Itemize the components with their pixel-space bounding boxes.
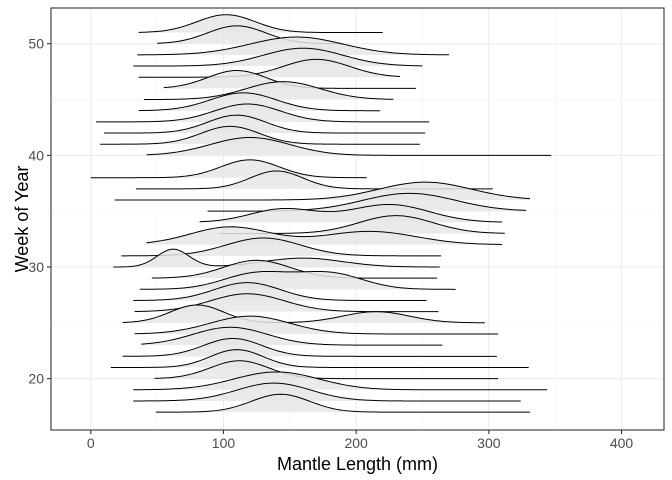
- ridge-fill-week-27: [133, 282, 427, 301]
- ridge-fill-week-21: [110, 349, 529, 368]
- ridge-line-week-30: [113, 248, 440, 268]
- x-tick-label: 200: [344, 435, 368, 451]
- ridge-fill-week-17: [155, 394, 530, 413]
- ridge-line-week-35: [207, 192, 527, 212]
- ridge-line-week-36: [114, 181, 531, 201]
- ridge-line-week-38: [90, 159, 367, 179]
- ridge-fill-week-50: [157, 25, 343, 44]
- ridge-fill-week-19: [133, 371, 548, 390]
- ridge-fill-week-38: [90, 159, 367, 178]
- ridge-fill-week-37: [135, 170, 493, 189]
- ridge-line-week-41: [100, 125, 420, 145]
- ridge-line-week-47: [138, 58, 400, 78]
- ridge-fill-week-42: [104, 115, 426, 134]
- x-tick-label: 400: [610, 435, 634, 451]
- ridge-fill-week-33: [219, 215, 505, 234]
- ridge-fill-week-30: [113, 249, 440, 268]
- ridge-fill-week-25: [122, 304, 485, 323]
- ridge-line-week-24: [134, 315, 499, 335]
- ridge-line-week-40: [146, 136, 552, 156]
- ridge-fill-week-34: [199, 204, 503, 223]
- y-tick-label: 20: [28, 371, 44, 387]
- ridge-line-week-29: [151, 259, 438, 279]
- ridge-fill-week-43: [96, 104, 430, 122]
- x-tick-label: 0: [87, 435, 95, 451]
- ridge-line-week-43: [96, 103, 430, 123]
- y-tick-label: 30: [28, 259, 44, 275]
- ridge-line-week-21: [110, 349, 529, 368]
- ridge-fill-week-51: [138, 14, 383, 33]
- ridge-line-week-27: [133, 282, 427, 301]
- ridge-line-week-18: [133, 382, 521, 402]
- ridge-line-week-44: [138, 92, 381, 112]
- ridge-line-week-45: [143, 81, 394, 101]
- ridges: [90, 14, 552, 413]
- ridge-line-week-17: [155, 393, 530, 413]
- ridge-line-week-51: [138, 14, 383, 34]
- ridge-line-week-42: [104, 114, 426, 134]
- ridge-line-week-49: [137, 36, 450, 56]
- ridge-fill-week-47: [138, 59, 400, 78]
- ridge-line-week-34: [199, 203, 503, 223]
- ridge-line-week-25: [122, 304, 485, 324]
- x-axis-title: Mantle Length (mm): [277, 454, 438, 474]
- ridge-fill-week-48: [133, 48, 423, 67]
- panel-border: [50, 7, 665, 431]
- ridge-fill-week-35: [207, 193, 527, 212]
- ridge-fill-week-22: [122, 338, 497, 357]
- ridge-line-week-32: [146, 226, 503, 245]
- y-tick-label: 40: [28, 147, 44, 163]
- ridge-fill-week-28: [139, 271, 456, 290]
- ridge-fill-week-20: [154, 360, 499, 379]
- ridge-line-week-28: [139, 270, 456, 290]
- x-tick-label: 100: [212, 435, 236, 451]
- ridge-fill-week-40: [146, 137, 552, 156]
- ridge-line-week-19: [133, 371, 548, 391]
- ridge-fill-week-45: [143, 81, 394, 100]
- ridge-fill-week-46: [163, 70, 416, 89]
- x-tick-label: 300: [477, 435, 501, 451]
- ridge-fill-week-18: [133, 383, 521, 401]
- y-tick-label: 50: [28, 36, 44, 52]
- axis-ticks: 0 100 200 300 400 20 30 40 50: [28, 36, 633, 451]
- ridge-line-week-20: [154, 360, 499, 380]
- ridge-fill-week-44: [138, 92, 381, 111]
- ridge-fill-week-31: [121, 237, 442, 256]
- y-axis-title: Week of Year: [12, 166, 32, 273]
- ridge-line-week-22: [122, 337, 497, 357]
- ridge-line-week-48: [133, 47, 423, 67]
- ridge-fill-week-41: [100, 126, 420, 145]
- ridge-line-week-23: [141, 326, 443, 346]
